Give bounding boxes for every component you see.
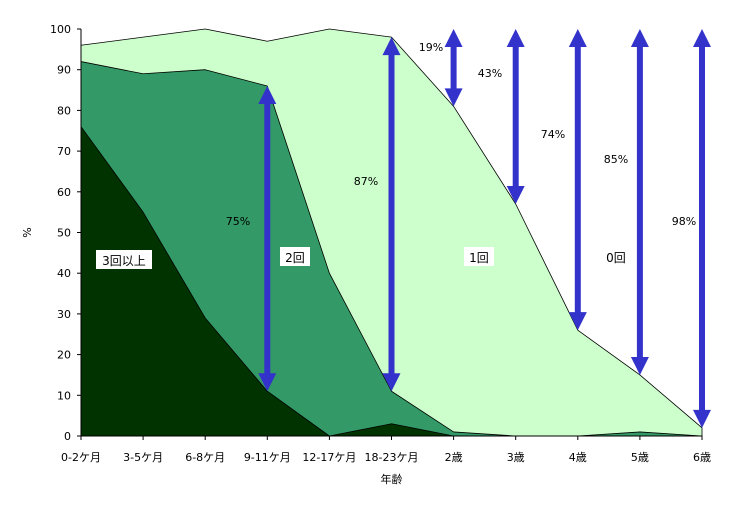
- y-tick-label: 60: [57, 186, 71, 199]
- region-label-bg: [464, 247, 494, 266]
- region-label: 0回: [606, 251, 626, 265]
- y-tick-label: 70: [57, 145, 71, 158]
- chart-labels: 75% 87% 19% 43% 74% 85% 98% 3回以上 2回 1回 0回: [96, 41, 696, 269]
- region-label-bg: [280, 247, 310, 266]
- arrow-head-down: [568, 312, 587, 331]
- arrow-head-down: [506, 186, 525, 205]
- x-axis-title: 年齢: [381, 472, 403, 486]
- x-tick-label: 0-2ケ月: [61, 451, 101, 464]
- x-tick-label: 3-5ケ月: [123, 451, 163, 464]
- arrow-head-up: [568, 29, 587, 47]
- chart-axes: 0 10 20 30 40 50 60 70 80 90 100 0-2ケ月 3-5ケ月 6-8ケ月 9-1…: [21, 23, 711, 486]
- annotation-label: 87%: [354, 175, 378, 188]
- y-tick-label: 20: [57, 349, 71, 362]
- region-label-bg: [96, 250, 152, 269]
- arrow-head-down: [693, 409, 711, 428]
- annotation-label: 75%: [226, 215, 250, 228]
- x-tick-label: 18-23ケ月: [365, 451, 419, 464]
- annotation-label: 43%: [478, 67, 502, 80]
- y-axis-title: %: [21, 227, 34, 237]
- y-tick-label: 30: [57, 308, 71, 321]
- y-tick-label: 90: [57, 64, 71, 77]
- annotation-label: 85%: [604, 153, 628, 166]
- arrow-head-up: [382, 37, 401, 56]
- y-tick-label: 40: [57, 267, 71, 280]
- arrow-head-up: [630, 29, 649, 47]
- annotation-arrows: [258, 29, 711, 428]
- annotation-label: 19%: [419, 41, 443, 54]
- x-tick-label: 5歳: [631, 451, 649, 464]
- x-tick-label: 4歳: [569, 451, 587, 464]
- y-tick-label: 50: [57, 227, 71, 240]
- x-tick-label: 3歳: [507, 451, 525, 464]
- arrow-head-down: [382, 373, 401, 392]
- x-tick-label: 9-11ケ月: [244, 451, 291, 464]
- arrow-head-up: [444, 29, 463, 47]
- region-label: 1回: [469, 251, 489, 265]
- arrow-head-up: [506, 29, 525, 47]
- x-tick-label: 12-17ケ月: [302, 451, 356, 464]
- y-tick-label: 80: [57, 104, 71, 117]
- annotation-label: 98%: [672, 215, 696, 228]
- annotation-label: 74%: [541, 128, 565, 141]
- x-tick-label: 6-8ケ月: [185, 451, 225, 464]
- x-tick-label: 2歳: [445, 451, 463, 464]
- y-tick-label: 100: [50, 23, 71, 36]
- y-tick-label: 10: [57, 389, 71, 402]
- region-label: 2回: [285, 251, 305, 265]
- region-label: 3回以上: [102, 254, 146, 268]
- arrow-head-up: [258, 85, 277, 104]
- arrow-head-down: [630, 356, 649, 375]
- arrow-head-up: [693, 29, 711, 47]
- arrow-head-down: [444, 88, 463, 107]
- y-tick-label: 0: [64, 430, 71, 443]
- x-tick-label: 6歳: [693, 451, 711, 464]
- arrow-head-down: [258, 373, 277, 392]
